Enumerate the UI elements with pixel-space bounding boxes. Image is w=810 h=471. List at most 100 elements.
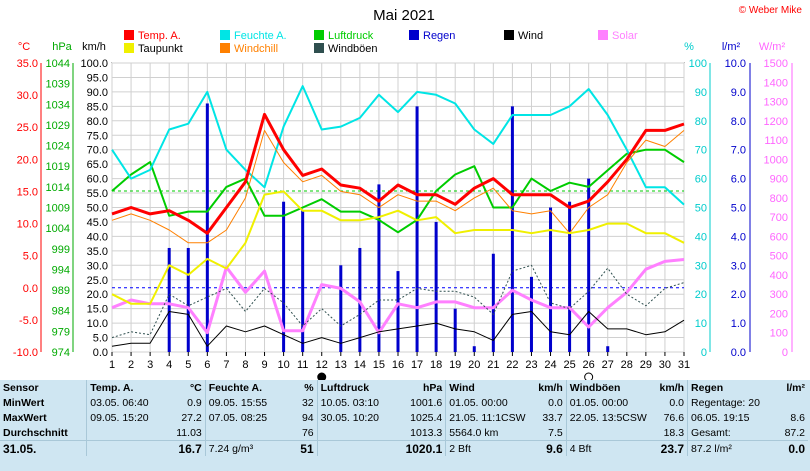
axis-units: °C hPa km/h% l/m² W/m² bbox=[18, 41, 786, 53]
hum-current: 51 bbox=[282, 440, 318, 456]
pressure-tick-label: 1019 bbox=[46, 161, 70, 173]
humidity-tick-label: 50 bbox=[695, 203, 707, 215]
x-tick-label: 17 bbox=[411, 359, 423, 371]
rain-value bbox=[773, 395, 808, 410]
humidity-tick-label: 80 bbox=[695, 116, 707, 128]
legend-swatch bbox=[409, 30, 419, 40]
rain-bar bbox=[606, 346, 610, 352]
x-tick-label: 28 bbox=[621, 359, 633, 371]
series-line bbox=[111, 148, 685, 234]
temp-when: 03.05. 06:40 bbox=[86, 395, 164, 410]
wind-tick-label: 20.0 bbox=[87, 289, 108, 301]
temp-when: 09.05. 15:20 bbox=[86, 410, 164, 425]
x-tick-label: 13 bbox=[335, 359, 347, 371]
wind-value: 33.7 bbox=[542, 411, 563, 424]
legend: Temp. A. Feuchte A. Luftdruck Regen Wind Sola… bbox=[124, 30, 638, 55]
summary-panel: Sensor Temp. A. °C Feuchte A. % Luftdruc… bbox=[0, 380, 810, 471]
row-label: Durchschnitt bbox=[3, 426, 68, 439]
summary-table: Sensor Temp. A. °C Feuchte A. % Luftdruc… bbox=[0, 380, 808, 456]
weather-chart: Mai 2021 Temp. A. Feuchte A. Luftdruck Rege… bbox=[13, 7, 793, 380]
pressure-tick-label: 974 bbox=[52, 347, 70, 359]
rain-bar bbox=[453, 308, 457, 352]
solar-tick-label: 600 bbox=[770, 231, 788, 243]
solar-tick-label: 1500 bbox=[764, 58, 788, 70]
solar-tick-label: 1200 bbox=[764, 116, 788, 128]
temp-tick-label: 15.0 bbox=[17, 186, 38, 198]
series-line bbox=[111, 190, 685, 305]
legend-label: Solar bbox=[612, 30, 638, 42]
hum-when: 07.05. 08:25 bbox=[204, 410, 283, 425]
pressure-tick-label: 979 bbox=[52, 326, 70, 338]
press-axis-unit: hPa bbox=[52, 41, 72, 53]
humidity-tick-label: 70 bbox=[695, 145, 707, 157]
wind-tick-label: 75.0 bbox=[87, 130, 108, 142]
full-moon-icon bbox=[584, 372, 594, 380]
x-tick-label: 16 bbox=[392, 359, 404, 371]
wind-unit: km/h bbox=[538, 381, 563, 394]
series-line bbox=[111, 85, 685, 206]
gust-current: 23.7 bbox=[649, 440, 688, 456]
legend-swatch bbox=[220, 30, 230, 40]
humidity-tick-label: 0 bbox=[701, 347, 707, 359]
temp-axis-unit: °C bbox=[18, 41, 30, 53]
gust-value: 0.0 bbox=[669, 396, 685, 409]
gust-header: Windböen bbox=[565, 380, 650, 395]
pressure-tick-label: 1029 bbox=[46, 120, 70, 132]
press-unit: hPa bbox=[423, 381, 443, 394]
legend-swatch bbox=[314, 43, 324, 53]
press-current: 1020.1 bbox=[399, 440, 446, 456]
temp-tick-label: 10.0 bbox=[17, 219, 38, 231]
x-tick-label: 3 bbox=[147, 359, 153, 371]
temp-tick-label: 5.0 bbox=[23, 251, 38, 263]
rain-bar bbox=[396, 271, 400, 352]
temp-tick-label: -5.0 bbox=[19, 315, 38, 327]
series-line bbox=[111, 264, 685, 339]
humidity-tick-label: 30 bbox=[695, 260, 707, 272]
gust-when bbox=[565, 425, 650, 441]
rain-bar bbox=[301, 210, 305, 352]
wind-tick-label: 40.0 bbox=[87, 231, 108, 243]
rain-text: 06.05. 19:15 bbox=[687, 410, 773, 425]
summary-header-row: Sensor Temp. A. °C Feuchte A. % Luftdruc… bbox=[0, 380, 808, 395]
humidity-tick-label: 20 bbox=[695, 289, 707, 301]
rain-header: Regen bbox=[687, 380, 773, 395]
hum-header: Feuchte A. bbox=[204, 380, 283, 395]
rain-text: Regentage: 20 bbox=[687, 395, 773, 410]
rain-tick-label: 3.0 bbox=[731, 260, 746, 272]
pressure-tick-label: 984 bbox=[52, 306, 70, 318]
rain-tick-label: 7.0 bbox=[731, 145, 746, 157]
pressure-tick-label: 1004 bbox=[46, 223, 70, 235]
row-label: MaxWert bbox=[3, 411, 47, 424]
x-tick-label: 20 bbox=[468, 359, 480, 371]
wind-when: 21.05. 11:1CSW bbox=[445, 410, 529, 425]
x-tick-label: 25 bbox=[563, 359, 575, 371]
humidity-tick-label: 90 bbox=[695, 87, 707, 99]
hum-when bbox=[204, 425, 283, 441]
rain-tick-label: 1.0 bbox=[731, 318, 746, 330]
temp-value: 27.2 bbox=[181, 411, 202, 424]
x-tick-label: 6 bbox=[204, 359, 210, 371]
wind-tick-label: 5.0 bbox=[93, 333, 108, 345]
hum-unit: % bbox=[304, 381, 314, 394]
x-tick-label: 2 bbox=[128, 359, 134, 371]
press-extra bbox=[316, 440, 400, 456]
wind-tick-label: 45.0 bbox=[87, 217, 108, 229]
rain-tick-label: 8.0 bbox=[731, 116, 746, 128]
hum-axis-unit: % bbox=[684, 41, 694, 53]
legend-swatch bbox=[314, 30, 324, 40]
solar-tick-label: 300 bbox=[770, 289, 788, 301]
legend-label: Feuchte A. bbox=[234, 30, 287, 42]
wind-tick-label: 0.0 bbox=[93, 347, 108, 359]
x-tick-label: 22 bbox=[506, 359, 518, 371]
series-line bbox=[111, 311, 685, 347]
rain-current: 0.0 bbox=[772, 440, 808, 456]
rain-bar bbox=[491, 253, 495, 352]
wind-tick-label: 25.0 bbox=[87, 275, 108, 287]
legend-label: Windchill bbox=[234, 43, 278, 55]
summary-row-avg: Durchschnitt 11.03 76 1013.3 5564.0 km 7… bbox=[0, 425, 808, 441]
rain-axis-unit: l/m² bbox=[722, 41, 741, 53]
wind-value: 0.0 bbox=[548, 396, 563, 409]
rain-value: 8.6 bbox=[790, 411, 805, 424]
legend-swatch bbox=[124, 30, 134, 40]
humidity-tick-label: 40 bbox=[695, 231, 707, 243]
